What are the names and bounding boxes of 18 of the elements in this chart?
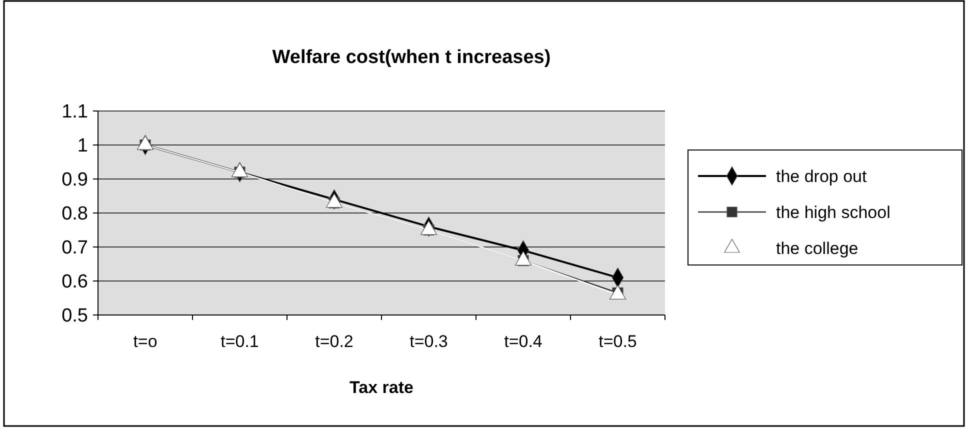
y-tick-label: 0.7 xyxy=(62,238,88,259)
x-tick-label: t=0.5 xyxy=(598,332,637,351)
x-axis-title: Tax rate xyxy=(350,378,414,397)
y-tick-label: 0.8 xyxy=(62,204,88,225)
legend-label: the drop out xyxy=(776,166,868,186)
y-tick-label: 0.9 xyxy=(62,170,88,191)
chart-title: Welfare cost(when t increases) xyxy=(272,47,551,68)
legend-label: the college xyxy=(776,238,858,258)
x-tick-label: t=o xyxy=(133,332,158,351)
x-tick-label: t=0.2 xyxy=(315,332,354,351)
legend-label: the high school xyxy=(776,202,890,222)
y-tick-label: 0.5 xyxy=(62,306,88,327)
x-tick-label: t=0.4 xyxy=(504,332,542,351)
x-tick-label: t=0.1 xyxy=(220,332,259,351)
y-tick-label: 1.1 xyxy=(62,102,88,123)
y-tick-label: 0.6 xyxy=(62,272,88,293)
y-tick-label: 1 xyxy=(77,136,88,157)
x-tick-label: t=0.3 xyxy=(410,332,448,351)
